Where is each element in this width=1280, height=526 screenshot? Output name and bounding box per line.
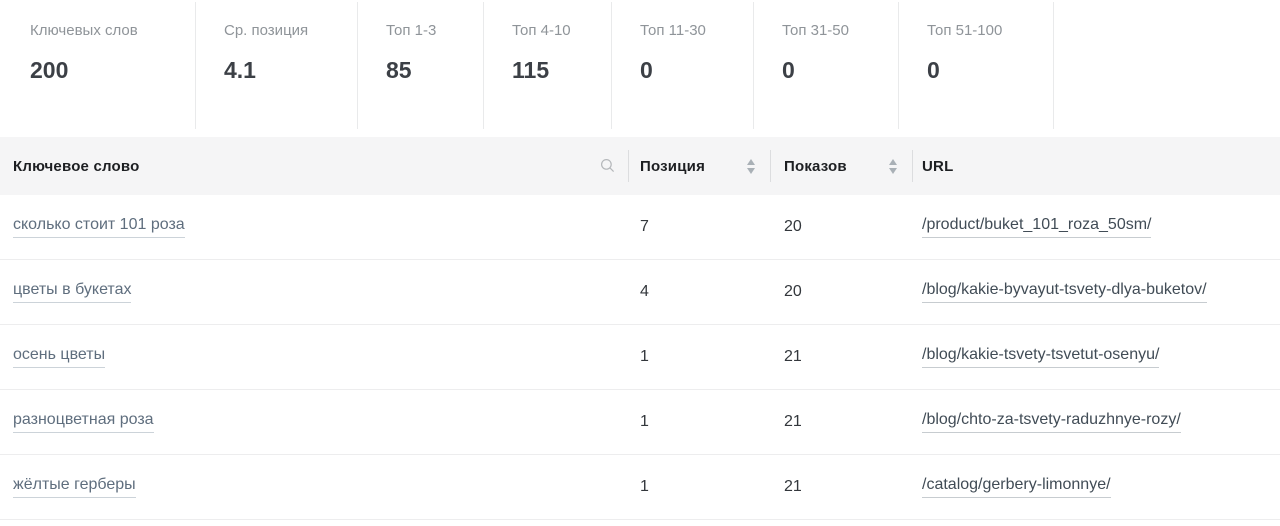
stat-card-keywords[interactable]: Ключевых слов 200 bbox=[0, 2, 195, 129]
keyword-link[interactable]: разноцветная роза bbox=[13, 411, 154, 433]
stat-label: Топ 51-100 bbox=[927, 22, 1003, 39]
url-link[interactable]: /catalog/gerbery-limonnye/ bbox=[922, 476, 1111, 498]
keyword-link[interactable]: жёлтые герберы bbox=[13, 476, 136, 498]
table-row: осень цветы 1 21 /blog/kakie-tsvety-tsve… bbox=[0, 325, 1280, 390]
table-row: жёлтые герберы 1 21 /catalog/gerbery-lim… bbox=[0, 455, 1280, 520]
url-link[interactable]: /product/buket_101_roza_50sm/ bbox=[922, 216, 1152, 238]
stats-bar-spacer bbox=[1053, 2, 1280, 129]
column-title-keyword: Ключевое слово bbox=[13, 157, 140, 175]
position-cell: 7 bbox=[628, 195, 770, 259]
stat-value: 0 bbox=[640, 57, 653, 83]
stat-label: Топ 4-10 bbox=[512, 22, 571, 39]
header-cell-position: Позиция bbox=[628, 137, 770, 195]
column-divider bbox=[912, 150, 913, 182]
position-cell: 1 bbox=[628, 325, 770, 389]
position-cell: 1 bbox=[628, 455, 770, 519]
stat-value: 200 bbox=[30, 57, 69, 83]
position-cell: 1 bbox=[628, 390, 770, 454]
position-value: 1 bbox=[640, 348, 649, 365]
stat-card-top-4-10[interactable]: Топ 4-10 115 bbox=[483, 2, 611, 129]
stats-bar: Ключевых слов 200 Ср. позиция 4.1 Топ 1-… bbox=[0, 0, 1280, 129]
keyword-cell: цветы в букетах bbox=[0, 260, 628, 324]
url-cell: /product/buket_101_roza_50sm/ bbox=[912, 195, 1280, 259]
keyword-link[interactable]: цветы в букетах bbox=[13, 281, 132, 303]
position-value: 4 bbox=[640, 283, 649, 300]
url-link[interactable]: /blog/kakie-byvayut-tsvety-dlya-buketov/ bbox=[922, 281, 1207, 303]
position-value: 1 bbox=[640, 413, 649, 430]
keywords-table-body: сколько стоит 101 роза 7 20 /product/buk… bbox=[0, 195, 1280, 520]
keyword-link[interactable]: осень цветы bbox=[13, 346, 106, 368]
keyword-link[interactable]: сколько стоит 101 роза bbox=[13, 216, 185, 238]
url-cell: /blog/kakie-byvayut-tsvety-dlya-buketov/ bbox=[912, 260, 1280, 324]
stat-label: Топ 11-30 bbox=[640, 22, 706, 39]
table-row: разноцветная роза 1 21 /blog/chto-za-tsv… bbox=[0, 390, 1280, 455]
keyword-cell: разноцветная роза bbox=[0, 390, 628, 454]
position-cell: 4 bbox=[628, 260, 770, 324]
url-cell: /catalog/gerbery-limonnye/ bbox=[912, 455, 1280, 519]
table-header: Ключевое слово Позиция Показов URL bbox=[0, 137, 1280, 195]
sort-button-position[interactable] bbox=[745, 157, 757, 176]
keyword-cell: сколько стоит 101 роза bbox=[0, 195, 628, 259]
table-row: сколько стоит 101 роза 7 20 /product/buk… bbox=[0, 195, 1280, 260]
impressions-value: 21 bbox=[784, 413, 802, 430]
sort-asc-icon bbox=[747, 158, 755, 165]
impressions-value: 21 bbox=[784, 348, 802, 365]
url-link[interactable]: /blog/chto-za-tsvety-raduzhnye-rozy/ bbox=[922, 411, 1181, 433]
stat-value: 4.1 bbox=[224, 57, 256, 83]
stat-label: Ср. позиция bbox=[224, 22, 309, 39]
impressions-cell: 21 bbox=[770, 455, 912, 519]
search-icon bbox=[600, 158, 615, 173]
stat-card-avg-position[interactable]: Ср. позиция 4.1 bbox=[195, 2, 357, 129]
sort-button-impressions[interactable] bbox=[887, 157, 899, 176]
stat-card-top-51-100[interactable]: Топ 51-100 0 bbox=[898, 2, 1053, 129]
keyword-cell: осень цветы bbox=[0, 325, 628, 389]
impressions-cell: 20 bbox=[770, 260, 912, 324]
table-row: цветы в букетах 4 20 /blog/kakie-byvayut… bbox=[0, 260, 1280, 325]
stat-label: Топ 31-50 bbox=[782, 22, 849, 39]
column-divider bbox=[628, 150, 629, 182]
stat-label: Топ 1-3 bbox=[386, 22, 437, 39]
impressions-value: 20 bbox=[784, 218, 802, 235]
impressions-cell: 21 bbox=[770, 390, 912, 454]
keyword-cell: жёлтые герберы bbox=[0, 455, 628, 519]
stat-value: 0 bbox=[927, 57, 940, 83]
sort-desc-icon bbox=[747, 167, 755, 174]
position-value: 7 bbox=[640, 218, 649, 235]
header-cell-impressions: Показов bbox=[770, 137, 912, 195]
sort-asc-icon bbox=[889, 158, 897, 165]
impressions-cell: 21 bbox=[770, 325, 912, 389]
stat-value: 0 bbox=[782, 57, 795, 83]
column-title-impressions: Показов bbox=[784, 157, 847, 175]
search-button[interactable] bbox=[599, 157, 617, 175]
stat-card-top-31-50[interactable]: Топ 31-50 0 bbox=[753, 2, 898, 129]
impressions-value: 20 bbox=[784, 283, 802, 300]
header-cell-keyword: Ключевое слово bbox=[0, 137, 628, 195]
stat-value: 115 bbox=[512, 57, 550, 83]
impressions-cell: 20 bbox=[770, 195, 912, 259]
stat-label: Ключевых слов bbox=[30, 22, 138, 39]
stat-card-top-1-3[interactable]: Топ 1-3 85 bbox=[357, 2, 483, 129]
column-title-url: URL bbox=[922, 157, 954, 175]
column-title-position: Позиция bbox=[640, 157, 706, 175]
url-cell: /blog/kakie-tsvety-tsvetut-osenyu/ bbox=[912, 325, 1280, 389]
impressions-value: 21 bbox=[784, 478, 802, 495]
sort-desc-icon bbox=[889, 167, 897, 174]
url-link[interactable]: /blog/kakie-tsvety-tsvetut-osenyu/ bbox=[922, 346, 1160, 368]
header-cell-url: URL bbox=[912, 137, 1280, 195]
stat-value: 85 bbox=[386, 57, 412, 83]
url-cell: /blog/chto-za-tsvety-raduzhnye-rozy/ bbox=[912, 390, 1280, 454]
position-value: 1 bbox=[640, 478, 649, 495]
stat-card-top-11-30[interactable]: Топ 11-30 0 bbox=[611, 2, 753, 129]
column-divider bbox=[770, 150, 771, 182]
